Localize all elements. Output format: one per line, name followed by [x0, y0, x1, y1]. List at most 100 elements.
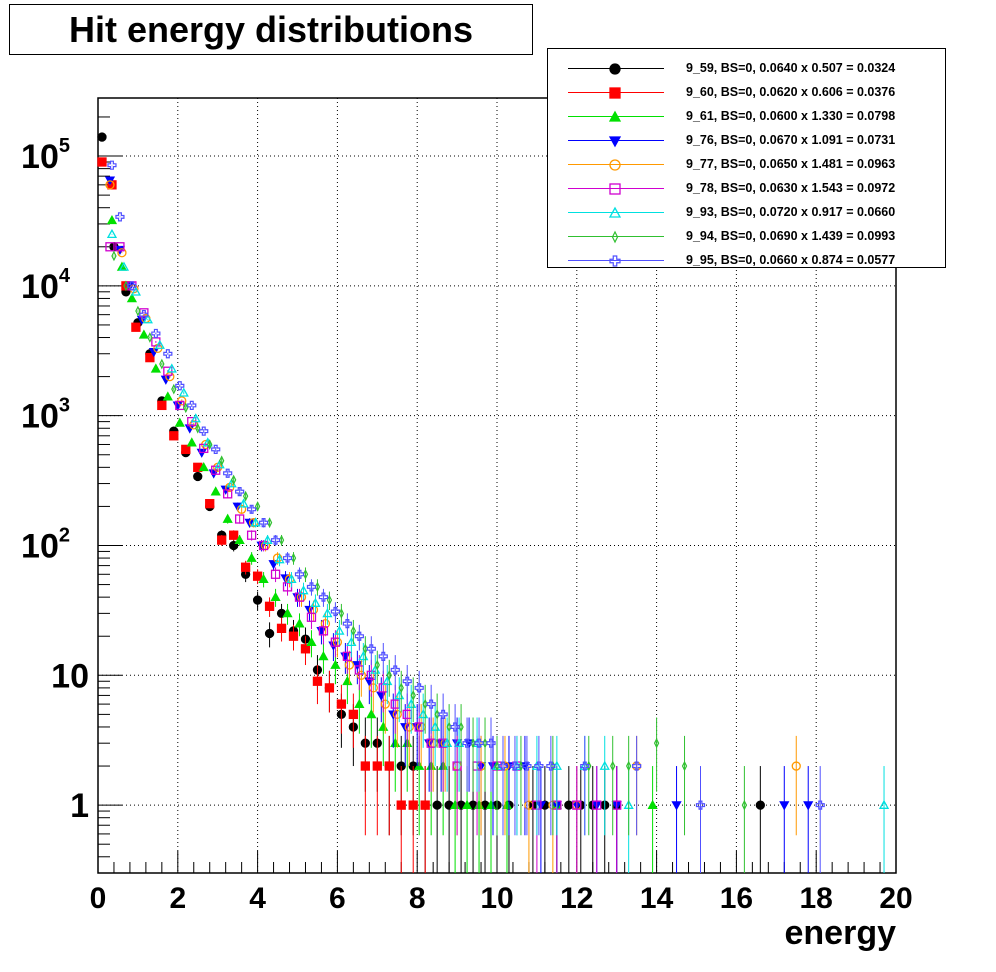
data-point	[438, 709, 448, 719]
data-point	[258, 518, 269, 528]
data-point	[372, 761, 382, 771]
data-point	[288, 631, 299, 641]
data-point	[410, 690, 416, 701]
y-tick-label: 104	[21, 265, 71, 306]
data-point	[172, 401, 183, 411]
data-point	[322, 608, 333, 618]
data-point	[408, 800, 418, 810]
y-tick-label: 10	[51, 657, 89, 695]
legend-entry: 9_78, BS=0, 0.0630 x 1.543 = 0.0972	[548, 177, 945, 201]
legend-entry: 9_77, BS=0, 0.0650 x 1.481 = 0.0963	[548, 153, 945, 177]
data-point	[366, 644, 376, 654]
data-point	[498, 761, 508, 771]
data-point	[262, 534, 273, 544]
data-point	[354, 631, 364, 641]
data-point	[316, 627, 327, 637]
legend-marker-icon	[609, 87, 621, 99]
data-point	[223, 468, 233, 478]
data-point	[342, 675, 353, 686]
x-tick-label: 6	[329, 882, 346, 915]
legend-marker-icon	[609, 255, 621, 267]
data-point	[340, 652, 351, 662]
data-point	[362, 643, 369, 655]
legend-label: 9_78, BS=0, 0.0630 x 1.543 = 0.0972	[686, 181, 896, 195]
data-point	[217, 535, 227, 545]
legend-label: 9_94, BS=0, 0.0690 x 1.439 = 0.0993	[686, 229, 896, 243]
data-point	[392, 709, 402, 720]
data-point	[653, 737, 660, 749]
data-point	[135, 305, 141, 317]
data-point	[130, 286, 142, 296]
data-point	[117, 248, 127, 258]
data-point	[380, 699, 390, 709]
data-point	[150, 363, 161, 373]
data-point	[242, 490, 249, 502]
data-point	[386, 669, 392, 681]
x-axis-title: energy	[784, 914, 897, 952]
data-point	[264, 601, 275, 611]
legend-marker-icon	[611, 230, 619, 244]
legend-marker-shape	[609, 159, 621, 171]
data-point	[294, 569, 305, 579]
data-point	[286, 573, 297, 584]
data-point	[235, 487, 245, 497]
legend-marker-shape	[608, 206, 622, 218]
x-tick-label: 16	[720, 882, 753, 915]
data-point	[186, 437, 197, 447]
data-point	[342, 619, 352, 629]
data-point	[378, 651, 388, 661]
data-point	[278, 534, 285, 546]
data-point	[115, 242, 125, 252]
data-point	[461, 799, 473, 809]
data-point	[236, 504, 247, 514]
data-point	[157, 400, 167, 411]
data-point	[522, 761, 532, 771]
legend-entry: 9_95, BS=0, 0.0660 x 0.874 = 0.0577	[548, 249, 945, 273]
series-2	[106, 214, 658, 873]
data-point	[695, 800, 706, 810]
data-point	[205, 499, 215, 509]
legend-marker-icon	[608, 206, 622, 218]
data-point	[105, 180, 115, 190]
data-point	[470, 737, 476, 749]
data-point	[462, 738, 472, 748]
data-point	[422, 698, 428, 710]
x-tick-label: 14	[640, 882, 674, 915]
data-point	[632, 761, 642, 771]
series-5	[105, 242, 622, 873]
data-point	[482, 737, 488, 749]
data-point	[223, 489, 233, 499]
data-point	[458, 721, 464, 733]
data-point	[474, 738, 484, 748]
legend-label: 9_60, BS=0, 0.0620 x 0.606 = 0.0376	[686, 85, 896, 99]
data-point	[326, 594, 333, 606]
data-point	[815, 800, 825, 810]
data-point	[154, 339, 165, 349]
legend-marker-icon	[609, 159, 621, 171]
x-tick-label: 18	[800, 882, 833, 915]
data-point	[671, 801, 682, 811]
data-point	[681, 760, 688, 772]
data-point	[187, 400, 197, 410]
legend-line	[568, 164, 664, 165]
data-point	[348, 709, 359, 720]
data-point	[159, 358, 165, 370]
data-point	[151, 328, 161, 339]
data-point	[107, 160, 117, 170]
data-point	[229, 530, 239, 540]
data-point	[115, 212, 125, 222]
legend-entry: 9_59, BS=0, 0.0640 x 0.507 = 0.0324	[548, 57, 945, 81]
data-point	[320, 618, 331, 629]
data-point	[402, 676, 412, 686]
legend-line	[568, 212, 664, 213]
data-point	[368, 683, 378, 693]
data-point	[755, 800, 765, 810]
x-tick-label: 12	[560, 882, 593, 915]
data-point	[396, 800, 406, 810]
data-point	[163, 349, 173, 359]
data-point	[199, 426, 209, 436]
x-tick-label: 10	[480, 882, 513, 915]
legend-marker-icon	[609, 63, 621, 75]
data-point	[181, 444, 191, 455]
data-point	[247, 504, 257, 514]
